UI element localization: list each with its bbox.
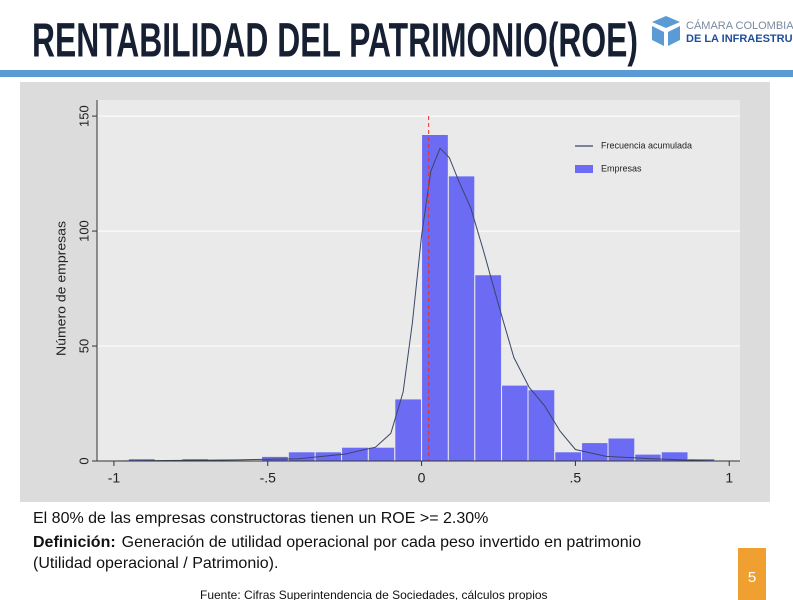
x-tick-label: -1: [108, 470, 121, 486]
bar: [421, 133, 449, 462]
logo-icon: [652, 16, 680, 46]
bar: [554, 451, 583, 462]
legend-label: Frecuencia acumulada: [601, 140, 692, 150]
summary: El 80% de las empresas constructoras tie…: [33, 510, 488, 527]
y-axis-label: Número de empresas: [53, 220, 68, 356]
y-tick-label: 0: [76, 457, 91, 464]
definition-text: Generación de utilidad operacional por c…: [122, 534, 642, 551]
bar: [501, 384, 529, 462]
definition-label: Definición:: [33, 534, 116, 551]
x-tick-label: 0: [418, 470, 426, 486]
logo-text: DE LA INFRAESTRUCTURA: [686, 33, 793, 45]
x-tick-label: 1: [725, 470, 733, 486]
logo-text: CÁMARA COLOMBIANA: [686, 19, 793, 32]
x-tick-label: .5: [570, 470, 582, 486]
chart: 0 50 100 150 -1 -.5 0 .5 1 Número de empresas Frec…: [53, 100, 740, 486]
line: [113, 147, 714, 462]
logo: CÁMARA COLOMBIANA DE LA INFRAESTRUCTURA: [652, 16, 793, 46]
legend-swatch: [575, 165, 593, 173]
legend-label: Empresas: [601, 163, 642, 173]
bar: [527, 389, 556, 462]
y-tick-label: 50: [76, 339, 91, 353]
bar: [447, 175, 476, 462]
bar: [394, 398, 423, 462]
y-tick-label: 150: [76, 105, 91, 127]
page-number: 5: [748, 569, 756, 586]
page-badge: [738, 548, 766, 600]
header-rule: [0, 70, 793, 77]
definition-text: (Utilidad operacional / Patrimonio).: [33, 555, 278, 572]
bar: [287, 451, 316, 462]
y-tick-label: 100: [76, 220, 91, 242]
bar: [474, 274, 503, 462]
definition: Definición: Generación de utilidad operac…: [33, 534, 641, 551]
source: Fuente: Cifras Superintendencia de Socie…: [200, 588, 548, 600]
slide-title: RENTABILIDAD DEL PATRIMONIO(ROE): [32, 15, 638, 68]
bar: [367, 446, 396, 462]
x-tick-label: -.5: [260, 470, 277, 486]
